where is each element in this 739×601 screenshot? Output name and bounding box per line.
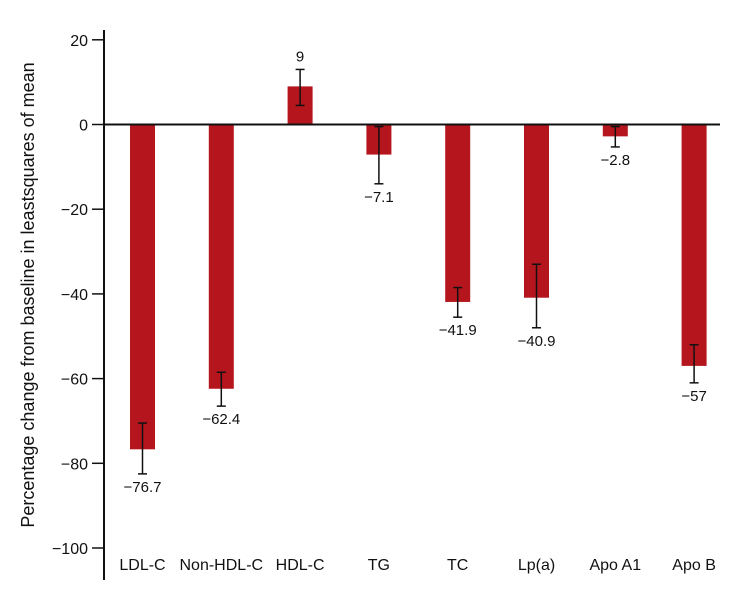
bar [208, 124, 234, 389]
data-label: 9 [296, 48, 304, 65]
error-bars-layer [138, 68, 699, 475]
y-tick-label: −40 [61, 287, 88, 304]
y-tick-label: −60 [61, 372, 88, 389]
category-label: Non-HDL-C [180, 557, 264, 574]
data-label: −62.4 [202, 411, 240, 428]
bar [681, 124, 707, 366]
data-label: −57 [681, 388, 706, 405]
bars-layer [130, 86, 707, 450]
category-label: TC [447, 557, 468, 574]
bar [445, 124, 471, 302]
y-tick-label: −80 [61, 456, 88, 473]
y-tick-label: 20 [70, 33, 88, 50]
y-axis-title: Percentage change from baseline in least… [18, 62, 38, 527]
data-label: −76.7 [124, 479, 162, 496]
category-label: TG [368, 557, 390, 574]
y-tick-label: 0 [79, 118, 88, 135]
y-axis: 20 0 −20 −40 −60 −80 −100 [52, 30, 105, 580]
category-label: LDL-C [119, 557, 165, 574]
data-label: −7.1 [364, 189, 394, 206]
value-labels-layer: −76.7 −62.4 9 −7.1 −41.9 −40.9 −2.8 −57 [124, 48, 707, 495]
data-label: −40.9 [518, 333, 556, 350]
category-label: HDL-C [276, 557, 325, 574]
data-label: −2.8 [600, 152, 630, 169]
category-label: Lp(a) [518, 557, 555, 574]
y-tick-label: −100 [52, 541, 88, 558]
category-labels-layer: LDL-C Non-HDL-C HDL-C TG TC Lp(a) Apo A1 Apo B [119, 557, 716, 574]
category-label: Apo A1 [589, 557, 641, 574]
category-label: Apo B [672, 557, 716, 574]
y-tick-label: −20 [61, 202, 88, 219]
data-label: −41.9 [439, 322, 477, 339]
bar [130, 124, 155, 450]
